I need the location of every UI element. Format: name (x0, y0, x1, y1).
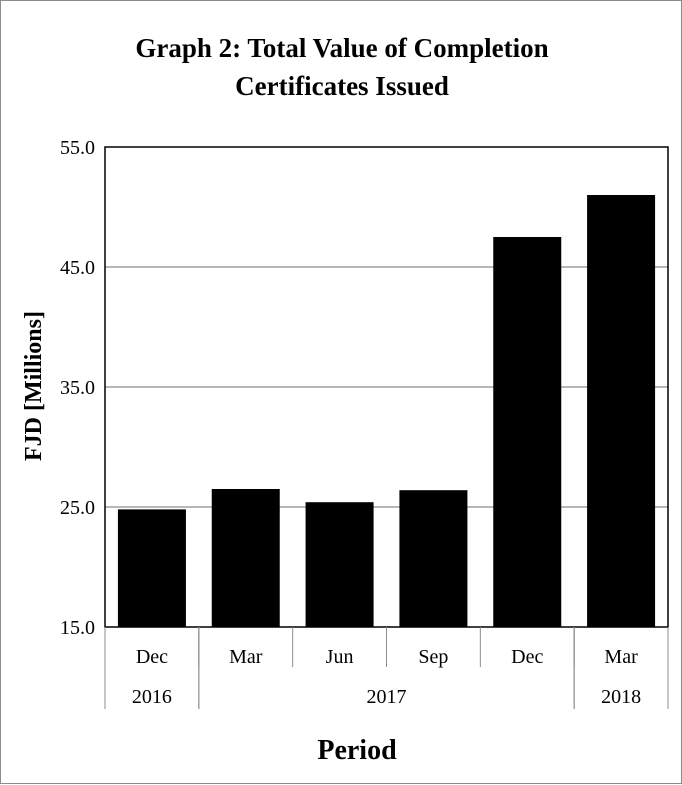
x-year-label: 2016 (132, 686, 172, 708)
x-category-label: Sep (418, 646, 448, 668)
y-tick-label: 15.0 (60, 617, 95, 639)
x-category-label: Dec (511, 646, 543, 668)
y-tick-label: 45.0 (60, 257, 95, 279)
x-year-label: 2017 (367, 686, 407, 708)
bar (117, 509, 186, 627)
bar (305, 502, 374, 627)
x-category-label: Mar (229, 646, 263, 668)
chart-title: Graph 2: Total Value of Completion Certi… (135, 33, 548, 101)
x-category-label: Jun (326, 646, 354, 668)
x-category-label: Mar (604, 646, 638, 668)
bar (587, 195, 656, 627)
bars (117, 195, 656, 627)
y-axis-ticks: 15.0 25.0 35.0 45.0 55.0 (60, 137, 95, 639)
x-category-label: Dec (136, 646, 168, 668)
y-tick-label: 55.0 (60, 137, 95, 159)
y-tick-label: 35.0 (60, 377, 95, 399)
x-year-label: 2018 (601, 686, 641, 708)
bar (211, 489, 280, 627)
bar (399, 490, 468, 627)
gridlines (105, 266, 668, 508)
y-axis-label: FJD [Millions] (21, 311, 47, 461)
chart-title-line-2: Certificates Issued (235, 71, 449, 101)
x-axis-categories: Dec Mar Jun Sep Dec Mar 2016 2017 2018 (104, 627, 669, 709)
bar (493, 237, 562, 627)
y-tick-label: 25.0 (60, 497, 95, 519)
chart-title-line-1: Graph 2: Total Value of Completion (135, 33, 548, 63)
x-axis-label: Period (317, 735, 397, 766)
